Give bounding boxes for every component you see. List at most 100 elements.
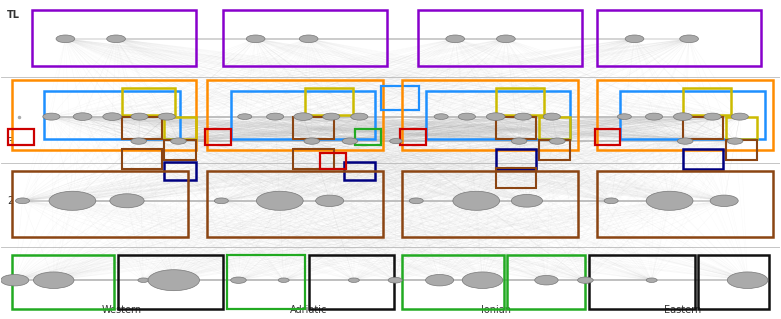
Bar (402, 80, 578, 150)
Circle shape (388, 277, 402, 283)
Bar (9, 129, 34, 145)
Circle shape (462, 272, 503, 288)
Text: Eastern: Eastern (664, 305, 701, 315)
Circle shape (625, 35, 644, 43)
Text: Ionian: Ionian (481, 305, 511, 315)
Circle shape (56, 35, 75, 43)
Bar (207, 80, 383, 150)
Bar (32, 10, 195, 66)
Circle shape (246, 35, 265, 43)
Circle shape (646, 278, 657, 282)
Circle shape (323, 113, 340, 120)
Circle shape (544, 113, 561, 120)
Circle shape (351, 113, 368, 120)
Bar (205, 129, 230, 145)
Bar (12, 255, 114, 309)
Bar (165, 140, 195, 160)
Circle shape (434, 114, 448, 120)
Circle shape (316, 195, 344, 206)
Circle shape (710, 195, 738, 206)
Circle shape (131, 138, 147, 144)
Circle shape (727, 138, 743, 144)
Bar (223, 10, 387, 66)
Bar (590, 255, 694, 309)
Circle shape (515, 113, 532, 120)
Text: Western: Western (102, 305, 141, 315)
Bar (165, 162, 195, 180)
Bar (12, 80, 195, 150)
Bar (207, 171, 383, 237)
Bar (496, 88, 544, 115)
Circle shape (230, 277, 246, 283)
Circle shape (604, 198, 618, 204)
Circle shape (49, 191, 96, 210)
Circle shape (16, 198, 30, 204)
Text: 1: 1 (7, 275, 13, 285)
Bar (230, 91, 375, 139)
Bar (595, 129, 620, 145)
Circle shape (458, 113, 476, 120)
Circle shape (390, 138, 402, 144)
Bar (400, 129, 426, 145)
Circle shape (278, 278, 289, 282)
Circle shape (131, 113, 148, 120)
Circle shape (214, 198, 228, 204)
Bar (305, 88, 353, 115)
Bar (226, 255, 305, 309)
Bar (683, 117, 723, 139)
Circle shape (266, 113, 284, 120)
Bar (293, 149, 333, 169)
Bar (620, 91, 765, 139)
Circle shape (294, 113, 312, 121)
Circle shape (727, 272, 768, 288)
Circle shape (497, 35, 515, 43)
Text: Adriatic: Adriatic (290, 305, 327, 315)
Circle shape (673, 113, 692, 121)
Bar (122, 117, 162, 139)
Circle shape (512, 195, 543, 207)
Bar (355, 129, 381, 145)
Circle shape (645, 113, 662, 120)
Bar (122, 149, 162, 169)
Circle shape (73, 113, 92, 121)
Bar (683, 88, 731, 115)
Circle shape (646, 191, 693, 210)
Bar (597, 80, 772, 150)
Text: 3: 3 (7, 137, 13, 147)
Circle shape (731, 113, 748, 120)
Bar (293, 117, 333, 139)
Circle shape (453, 191, 500, 210)
Text: TL: TL (7, 10, 20, 20)
Circle shape (171, 138, 186, 144)
Bar (44, 91, 180, 139)
Bar (381, 86, 419, 110)
Bar (683, 149, 723, 169)
Circle shape (256, 191, 303, 210)
Bar (402, 171, 578, 237)
Circle shape (159, 113, 175, 120)
Bar (12, 171, 187, 237)
Bar (426, 91, 570, 139)
Circle shape (578, 277, 594, 283)
Text: 2: 2 (7, 196, 13, 206)
Circle shape (535, 275, 558, 285)
Bar (118, 255, 223, 309)
Circle shape (704, 113, 721, 120)
Bar (418, 10, 582, 66)
Bar (597, 171, 772, 237)
Circle shape (512, 138, 527, 144)
Circle shape (342, 138, 358, 144)
Circle shape (34, 272, 74, 288)
Circle shape (304, 138, 319, 144)
Bar (165, 117, 195, 139)
Circle shape (617, 114, 631, 120)
Bar (539, 140, 570, 160)
Bar (539, 117, 570, 139)
Circle shape (299, 35, 318, 43)
Bar (496, 117, 537, 139)
Circle shape (107, 35, 126, 43)
Circle shape (409, 198, 423, 204)
Circle shape (446, 35, 465, 43)
Circle shape (138, 278, 149, 282)
Bar (698, 255, 769, 309)
